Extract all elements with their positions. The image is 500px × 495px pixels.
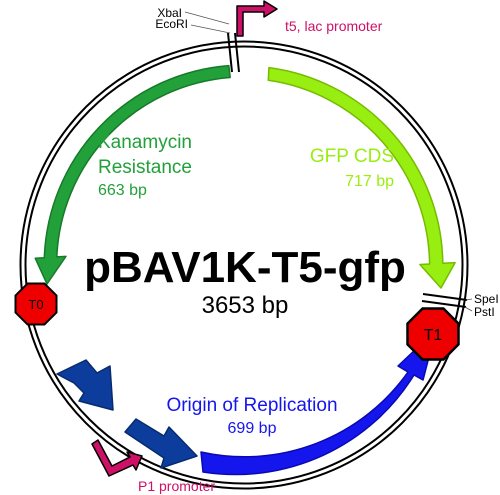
t1-terminator: T1 <box>406 307 460 361</box>
gfp-cds-arrow <box>267 66 456 289</box>
kanamycin-resistance-arrow <box>34 64 231 285</box>
spei-label: SpeI <box>474 292 499 306</box>
ori-size: 699 bp <box>228 420 277 437</box>
t5-lac-promoter-label: t5, lac promoter <box>285 18 383 34</box>
ecori-label: EcoRI <box>155 17 188 31</box>
gfp-cds-label: GFP CDS <box>310 146 394 167</box>
t0-terminator: T0 <box>14 282 58 326</box>
xbai-label: XbaI <box>157 6 182 20</box>
t5-lac-promoter-arrow-icon <box>236 0 278 37</box>
gfp-cds-size: 717 bp <box>345 173 394 190</box>
ori-label: Origin of Replication <box>166 395 337 416</box>
p1-promoter-label: P1 promoter <box>138 478 215 494</box>
dark-blue-arrow-1 <box>56 359 114 411</box>
psti-leader-line <box>464 306 473 312</box>
plasmid-size: 3653 bp <box>202 292 289 319</box>
origin-of-replication-arrow <box>200 329 437 476</box>
ecori-leader-line <box>190 24 231 34</box>
plasmid-name: pBAV1K-T5-gfp <box>84 243 406 292</box>
xbai-leader-line <box>184 11 230 25</box>
kanamycin-size: 663 bp <box>98 182 147 199</box>
t0-label: T0 <box>28 297 43 312</box>
spei-psti-site-marker <box>421 293 468 308</box>
kanamycin-label-line2: Resistance <box>98 157 192 178</box>
xbai-ecori-site-marker <box>227 32 240 73</box>
plasmid-backbone <box>19 40 469 490</box>
dark-blue-arrow-2 <box>124 418 198 469</box>
psti-label: PstI <box>474 305 495 319</box>
spei-leader-line <box>465 298 473 301</box>
p1-promoter-arrow-icon <box>91 439 143 477</box>
t1-label: T1 <box>424 327 443 344</box>
kanamycin-label: Kanamycin <box>98 132 192 153</box>
